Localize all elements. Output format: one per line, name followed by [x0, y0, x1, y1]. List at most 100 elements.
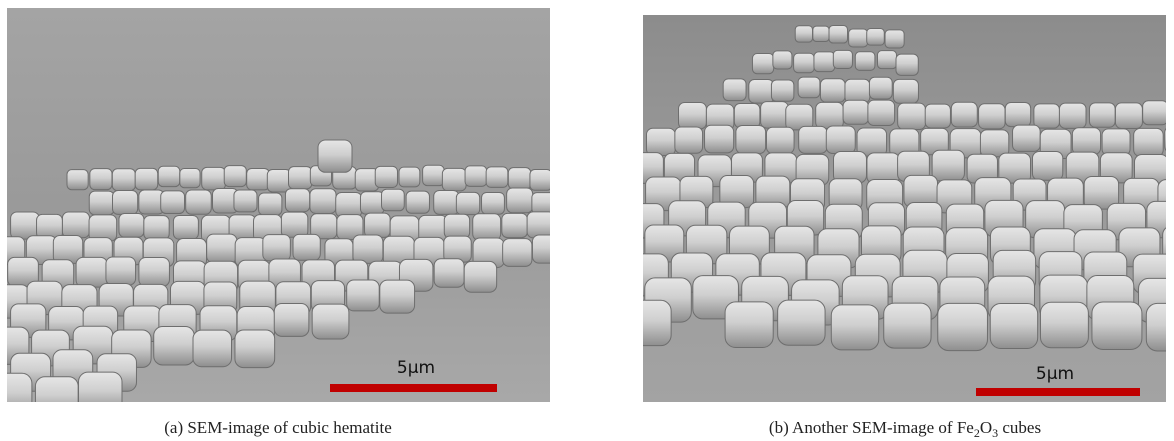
cube	[990, 303, 1037, 348]
cube	[646, 128, 675, 155]
cube	[1102, 129, 1130, 156]
cube	[508, 168, 530, 189]
cube	[725, 302, 773, 348]
cube	[884, 303, 931, 348]
caption: (a) SEM-image of cubic hematite	[164, 418, 392, 437]
cube	[285, 189, 309, 212]
caption-text: O	[980, 418, 992, 437]
cube	[816, 102, 844, 128]
cube	[365, 213, 391, 237]
cube	[465, 166, 487, 187]
cube	[186, 190, 212, 214]
cube	[11, 212, 40, 239]
cube	[406, 191, 429, 213]
cube	[464, 261, 496, 292]
cube	[849, 29, 868, 47]
cube	[1165, 127, 1174, 153]
cube	[507, 188, 533, 213]
cube	[794, 53, 815, 72]
cube	[898, 103, 926, 129]
cube	[106, 257, 136, 285]
cube	[375, 166, 397, 187]
cube	[829, 25, 848, 43]
cube	[813, 26, 829, 41]
cube	[207, 234, 237, 263]
cube	[502, 213, 528, 237]
cube	[263, 235, 291, 261]
figure: 5µm 5µm (a) SEM-image of cubic hematite …	[0, 0, 1174, 441]
cube	[336, 192, 362, 217]
cube	[705, 125, 734, 153]
cube	[877, 51, 896, 69]
cube	[173, 215, 198, 239]
cube	[119, 213, 144, 237]
cube	[89, 191, 114, 215]
cube	[382, 189, 405, 211]
cube	[1167, 154, 1174, 186]
cube	[820, 79, 845, 102]
cube	[530, 170, 552, 191]
cube	[135, 168, 158, 189]
cube	[161, 191, 185, 214]
caption: (b) Another SEM-image of Fe2O3 cubes	[769, 418, 1041, 440]
cube	[1092, 302, 1142, 349]
cube	[0, 373, 32, 416]
cube	[734, 103, 760, 127]
caption-text: cubes	[998, 418, 1041, 437]
cube	[259, 193, 282, 215]
cube	[979, 104, 1005, 129]
cube	[503, 239, 532, 267]
cube	[799, 126, 827, 153]
cube	[867, 29, 885, 46]
cube	[675, 127, 703, 153]
cube	[347, 280, 380, 311]
cube	[766, 127, 794, 153]
caption-text: (b) Another SEM-image of Fe	[769, 418, 974, 437]
cube	[399, 167, 420, 187]
cube	[76, 257, 107, 287]
scale-bar	[330, 384, 497, 392]
cube	[473, 214, 501, 240]
cube	[235, 330, 275, 368]
caption-text: (a) SEM-image of cubic hematite	[164, 418, 392, 437]
cube	[274, 304, 309, 337]
cube	[1034, 104, 1060, 128]
cube	[139, 257, 170, 286]
cube	[293, 234, 320, 260]
cube	[281, 212, 307, 237]
cube	[456, 192, 479, 214]
cube	[532, 235, 562, 263]
cube	[423, 165, 444, 185]
cube	[932, 150, 964, 181]
cube	[312, 304, 349, 339]
cube	[1115, 103, 1142, 129]
scale-bar	[976, 388, 1140, 396]
cube	[1005, 102, 1030, 126]
cube	[1032, 151, 1062, 180]
sem-image	[623, 15, 1174, 402]
cube	[434, 259, 464, 287]
cube	[1134, 128, 1164, 156]
cube	[831, 305, 878, 350]
cube	[113, 191, 138, 215]
cube	[893, 79, 918, 103]
scale-bar-label: 5µm	[397, 358, 435, 378]
cube	[834, 152, 867, 183]
cube	[623, 300, 671, 345]
cube	[826, 126, 855, 154]
cube	[79, 372, 122, 413]
cube	[67, 170, 88, 190]
cube	[144, 216, 169, 240]
cube	[938, 303, 988, 350]
cube	[444, 236, 471, 262]
cube	[885, 30, 904, 48]
cube	[925, 104, 950, 128]
cube	[951, 102, 977, 127]
cube	[869, 77, 892, 99]
cube	[444, 214, 469, 238]
cube	[267, 170, 291, 192]
cube	[1072, 128, 1100, 155]
cube	[843, 100, 868, 124]
cube	[288, 167, 311, 189]
cube	[679, 102, 707, 128]
